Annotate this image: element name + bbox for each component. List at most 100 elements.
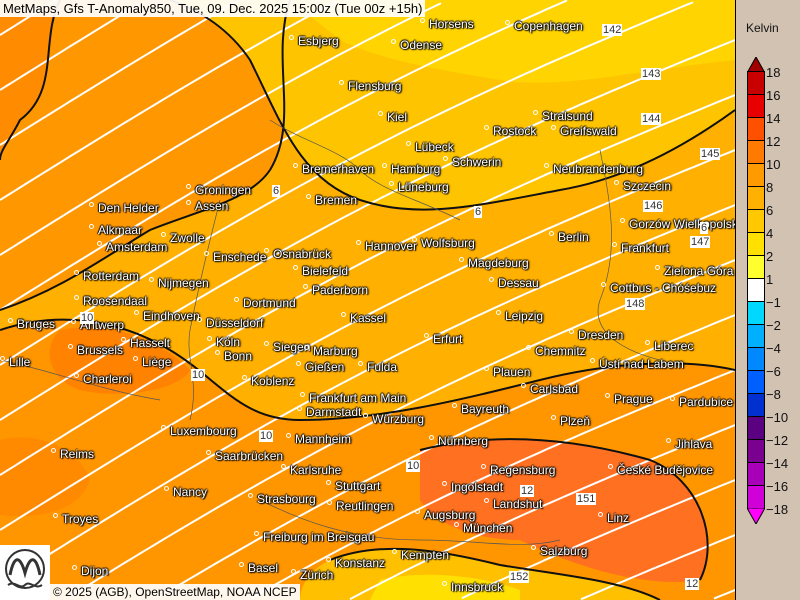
- city-label: Lille: [0, 356, 30, 369]
- isoline-label: 142: [602, 24, 623, 36]
- legend-swatch: [747, 255, 765, 279]
- city-label: Esbjerg: [289, 35, 339, 48]
- city-name: Frankfurt am Main: [309, 391, 407, 405]
- legend-swatch: [747, 393, 765, 417]
- legend-top-arrow-icon: [747, 57, 765, 73]
- isoline-label: 6: [272, 185, 281, 197]
- city-dot-icon: [382, 163, 387, 169]
- city-dot-icon: [74, 270, 79, 276]
- city-name: Linz: [607, 511, 630, 525]
- legend-label: 18: [766, 65, 781, 80]
- region-belgium-12: [49, 327, 190, 394]
- city-name: Esbjerg: [298, 34, 339, 48]
- legend-label: −18: [766, 502, 789, 517]
- city-dot-icon: [234, 297, 239, 303]
- legend-label: −4: [766, 341, 781, 356]
- city-label: Mannheim: [286, 433, 351, 446]
- legend-swatch: [747, 117, 765, 141]
- city-name: Mannheim: [295, 432, 352, 446]
- city-dot-icon: [97, 241, 102, 247]
- city-label: Dessau: [489, 277, 539, 290]
- city-label: Assen: [186, 200, 228, 213]
- city-dot-icon: [389, 181, 394, 187]
- city-name: Landshut: [493, 497, 543, 511]
- region-west-10-12: [0, 0, 290, 310]
- city-dot-icon: [264, 341, 269, 347]
- city-name: Regensburg: [490, 463, 556, 477]
- city-dot-icon: [620, 218, 625, 224]
- city-label: Den Helder: [89, 202, 159, 215]
- color-legend: Kelvin 18 16 14 12 10 8 6 4 2 1 −1 −2 −4 −6 −8 −10 −12 −1…: [735, 0, 800, 600]
- city-label: Salzburg: [531, 545, 587, 558]
- region-alps-4-6: [370, 574, 520, 600]
- city-name: Szczecin: [623, 179, 672, 193]
- city-label: Charleroi: [74, 373, 132, 386]
- city-name: Nijmegen: [158, 276, 209, 290]
- city-dot-icon: [601, 282, 606, 288]
- city-name: Zwolle: [170, 231, 205, 245]
- legend-label: −8: [766, 387, 781, 402]
- city-dot-icon: [186, 184, 191, 190]
- city-name: Prague: [614, 392, 653, 406]
- city-label: Ústí nad Labem: [590, 358, 684, 371]
- city-label: Hasselt: [121, 337, 170, 350]
- city-name: Brussels: [77, 343, 124, 357]
- city-label: Nürnberg: [429, 435, 488, 448]
- isoline-label: 143: [641, 68, 662, 80]
- anomaly-field: [0, 0, 735, 600]
- city-dot-icon: [339, 80, 344, 86]
- city-name: Erfurt: [433, 332, 463, 346]
- city-name: Liberec: [654, 339, 694, 353]
- city-dot-icon: [549, 231, 554, 237]
- city-label: Hamburg: [382, 163, 440, 176]
- city-name: Reutlingen: [336, 499, 394, 513]
- isoline: [0, 39, 735, 421]
- city-dot-icon: [670, 396, 675, 402]
- city-name: Düsseldorf: [206, 316, 264, 330]
- city-name: Copenhagen: [514, 19, 583, 33]
- city-name: Saarbrücken: [215, 449, 284, 463]
- map-area[interactable]: MetMaps, Gfs T-Anomaly850, Tue, 09. Dec.…: [0, 0, 735, 600]
- city-dot-icon: [454, 522, 459, 528]
- city-name: Amsterdam: [106, 240, 168, 254]
- legend-swatch: [747, 370, 765, 394]
- city-label: München: [454, 522, 512, 535]
- city-label: Darmstadt: [297, 406, 361, 419]
- isoline-label: 151: [576, 493, 597, 505]
- city-name: Hamburg: [391, 162, 441, 176]
- city-label: Carlsbad: [521, 383, 578, 396]
- city-dot-icon: [74, 295, 79, 301]
- city-name: Würzburg: [372, 412, 425, 426]
- city-label: Prague: [605, 393, 653, 406]
- city-name: Zielona Góra: [664, 264, 734, 278]
- legend-swatch: [747, 209, 765, 233]
- city-label: Paderborn: [303, 284, 368, 297]
- city-label: Neubrandenburg: [544, 163, 643, 176]
- city-label: Plzeň: [551, 415, 590, 428]
- city-dot-icon: [304, 345, 309, 351]
- isoline: [160, 314, 735, 597]
- isoline-label: 6: [700, 222, 709, 234]
- city-dot-icon: [248, 493, 253, 499]
- city-dot-icon: [8, 318, 13, 324]
- legend-swatch: [747, 485, 765, 509]
- city-dot-icon: [296, 361, 301, 367]
- city-name: Plzeň: [560, 414, 591, 428]
- legend-swatch: [747, 347, 765, 371]
- city-label: Lübeck: [406, 141, 454, 154]
- city-label: Troyes: [53, 513, 98, 526]
- city-label: Horsens: [420, 18, 474, 31]
- isoline-label: 10: [80, 312, 95, 324]
- city-name: Gorzów Wielkopolski: [629, 217, 735, 231]
- city-dot-icon: [392, 549, 397, 555]
- city-label: Szczecin: [614, 180, 671, 193]
- city-name: Berlin: [558, 230, 589, 244]
- legend-swatch: [747, 140, 765, 164]
- city-label: Augsburg: [415, 509, 475, 522]
- legend-swatch: [747, 186, 765, 210]
- city-label: Leipzig: [496, 310, 543, 323]
- city-label: Landshut: [484, 498, 542, 511]
- city-name: Ústí nad Labem: [599, 357, 684, 371]
- city-label: Düsseldorf: [197, 317, 263, 330]
- city-label: Linz: [598, 512, 629, 525]
